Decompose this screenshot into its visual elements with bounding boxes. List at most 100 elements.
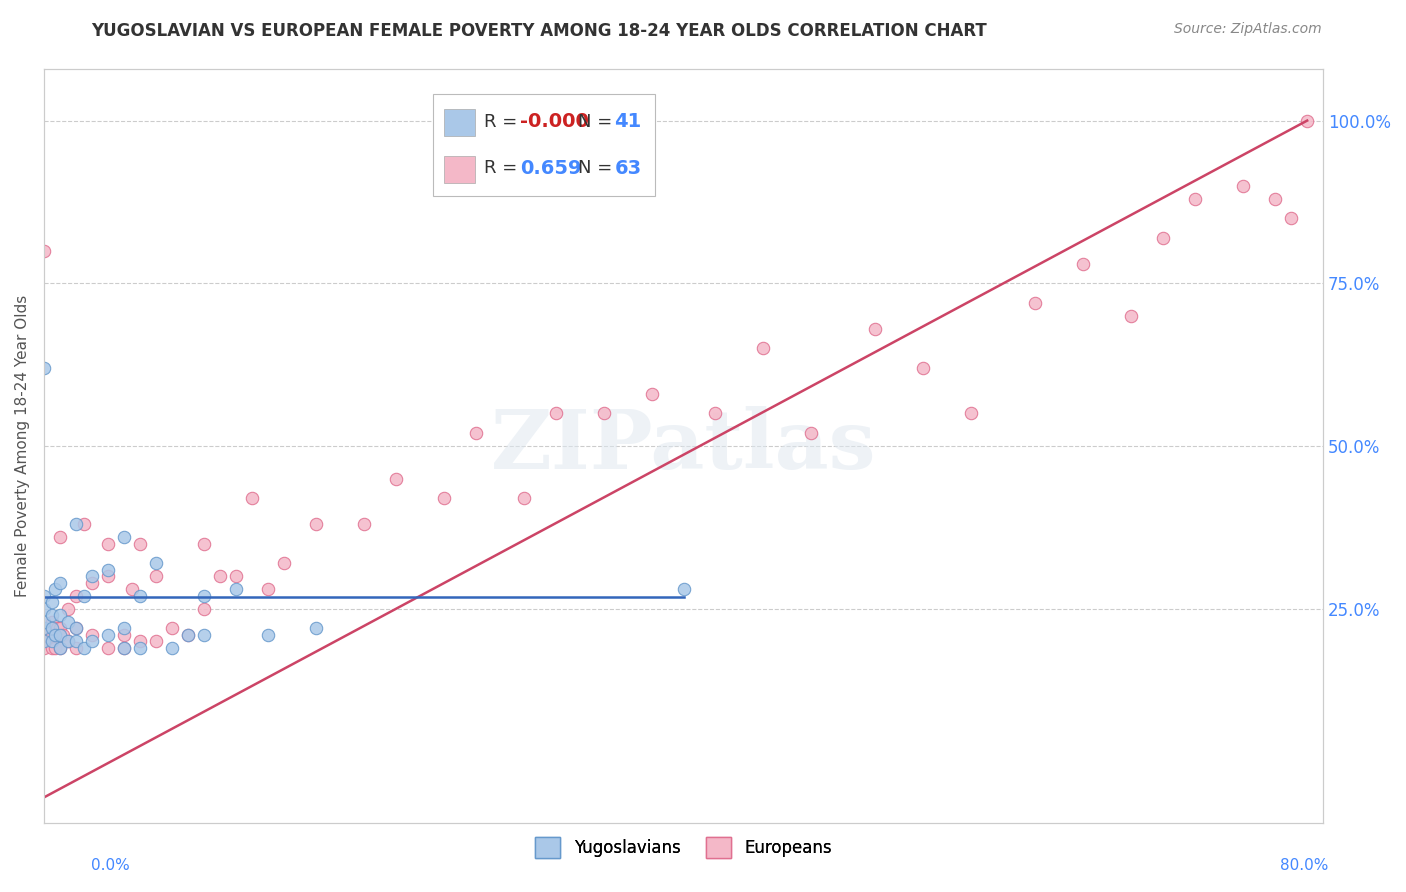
Point [865, 322, 887, 336]
Point [41, 628, 63, 642]
Point [305, 517, 328, 532]
Point [73, 640, 96, 655]
Point [112, 621, 135, 635]
Point [1024, 295, 1046, 310]
Point [112, 530, 135, 544]
Text: 41: 41 [614, 112, 641, 131]
Point [121, 582, 143, 597]
Point [49, 575, 72, 590]
Point [145, 634, 167, 648]
Point [177, 628, 200, 642]
Point [704, 407, 727, 421]
Point [464, 425, 486, 440]
Text: N =: N = [578, 160, 617, 178]
Point [97, 628, 120, 642]
Point [32, 628, 55, 642]
Point [672, 582, 695, 597]
Point [80, 575, 103, 590]
Point [256, 582, 278, 597]
Point [73, 589, 96, 603]
Point [353, 517, 375, 532]
Point [41, 595, 63, 609]
Point [433, 491, 456, 505]
Text: R =: R = [484, 160, 523, 178]
Point [49, 621, 72, 635]
Point [56, 615, 79, 629]
Point [65, 634, 87, 648]
Point [128, 536, 150, 550]
Point [56, 634, 79, 648]
Point [45, 621, 67, 635]
Point [225, 582, 247, 597]
Point [145, 569, 167, 583]
Text: 0.0%: 0.0% [91, 858, 131, 872]
Text: YUGOSLAVIAN VS EUROPEAN FEMALE POVERTY AMONG 18-24 YEAR OLDS CORRELATION CHART: YUGOSLAVIAN VS EUROPEAN FEMALE POVERTY A… [91, 22, 987, 40]
Point [65, 517, 87, 532]
Y-axis label: Female Poverty Among 18-24 Year Olds: Female Poverty Among 18-24 Year Olds [15, 295, 30, 597]
Point [256, 628, 278, 642]
Point [1121, 309, 1143, 323]
Text: 63: 63 [614, 159, 641, 178]
Point [32, 621, 55, 635]
Point [752, 342, 775, 356]
Point [44, 640, 66, 655]
Point [97, 640, 120, 655]
Point [112, 640, 135, 655]
Point [32, 615, 55, 629]
Point [49, 640, 72, 655]
Point [193, 589, 215, 603]
Point [73, 517, 96, 532]
Point [97, 569, 120, 583]
Text: ZIPatlas: ZIPatlas [491, 406, 876, 486]
Point [273, 556, 295, 570]
Point [41, 608, 63, 623]
Point [56, 634, 79, 648]
Point [112, 640, 135, 655]
Point [800, 425, 823, 440]
Point [80, 634, 103, 648]
Point [49, 530, 72, 544]
Point [592, 407, 614, 421]
Point [32, 360, 55, 375]
Point [128, 589, 150, 603]
Point [177, 628, 200, 642]
Point [32, 589, 55, 603]
Point [80, 628, 103, 642]
Point [193, 536, 215, 550]
Point [160, 621, 183, 635]
Point [32, 634, 55, 648]
Point [240, 491, 263, 505]
Point [160, 640, 183, 655]
Point [41, 621, 63, 635]
Point [32, 640, 55, 655]
Point [1184, 192, 1206, 206]
Point [225, 569, 247, 583]
Text: R =: R = [484, 112, 523, 130]
Point [1071, 257, 1094, 271]
Point [128, 640, 150, 655]
Point [41, 634, 63, 648]
Point [97, 563, 120, 577]
Text: Source: ZipAtlas.com: Source: ZipAtlas.com [1174, 22, 1322, 37]
Point [208, 569, 231, 583]
Point [44, 628, 66, 642]
Text: -0.000: -0.000 [520, 112, 589, 131]
Point [80, 569, 103, 583]
Point [145, 556, 167, 570]
Point [41, 640, 63, 655]
Point [32, 244, 55, 258]
Point [56, 601, 79, 615]
Point [41, 615, 63, 629]
Point [112, 628, 135, 642]
Point [32, 601, 55, 615]
Point [44, 582, 66, 597]
Point [384, 471, 406, 485]
Point [912, 360, 935, 375]
Legend: Yugoslavians, Europeans: Yugoslavians, Europeans [529, 830, 838, 864]
Point [1296, 113, 1319, 128]
Point [1279, 211, 1302, 226]
Point [640, 387, 662, 401]
Point [52, 628, 75, 642]
Text: 80.0%: 80.0% [1281, 858, 1329, 872]
Point [193, 601, 215, 615]
